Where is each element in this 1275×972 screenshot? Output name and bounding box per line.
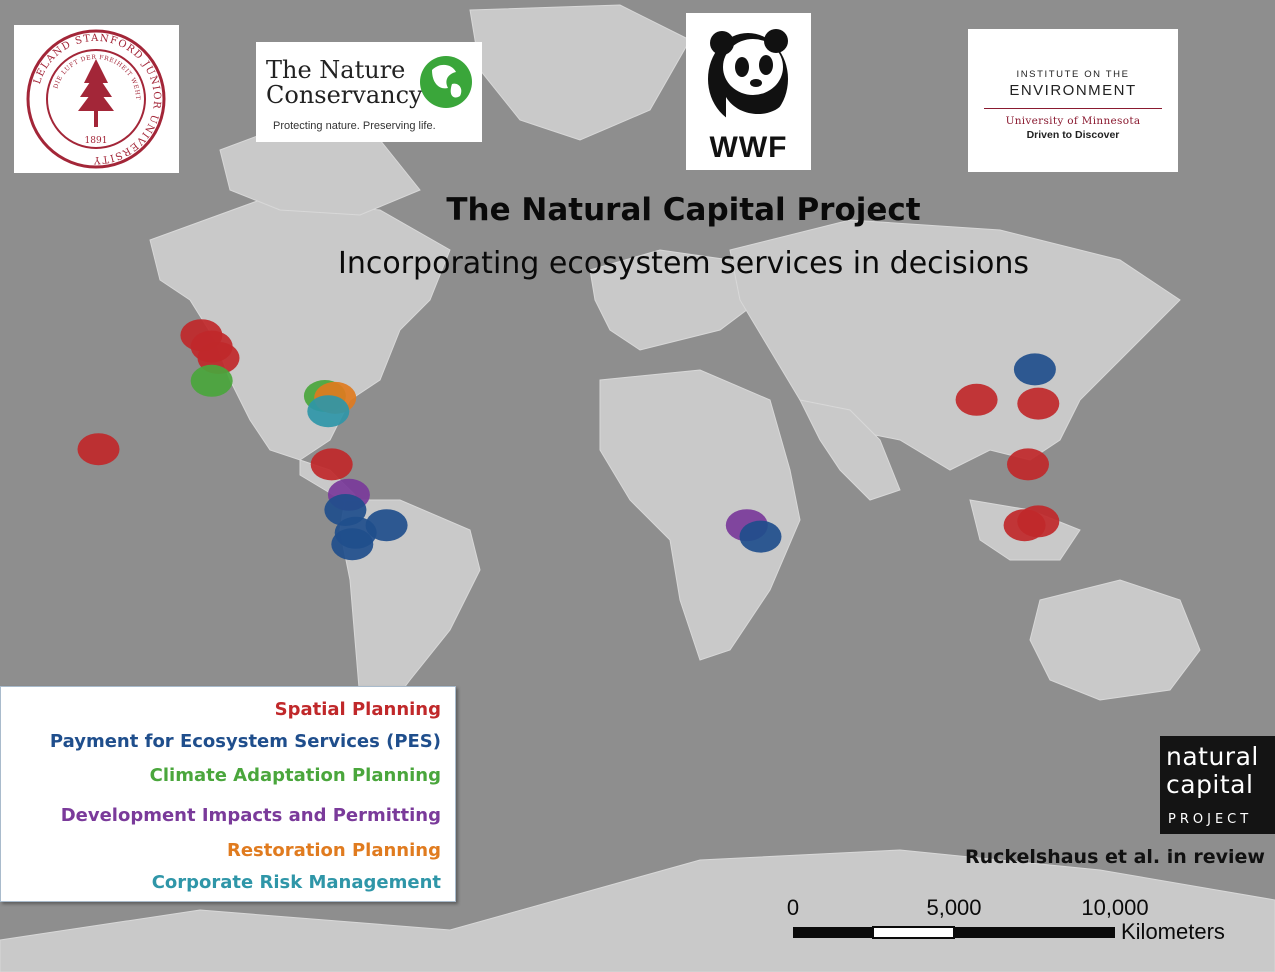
seal-outer-ring [26,29,166,169]
scale-tick-0: 0 [787,895,799,920]
ncp-logo-line3: PROJECT [1168,812,1253,827]
ioe-logo: INSTITUTE ON THE ENVIRONMENT University … [968,29,1178,172]
seal-tree-icon [78,59,114,127]
page-subtitle: Incorporating ecosystem services in deci… [0,246,1275,281]
project-site-marker [190,364,233,397]
tnc-logo: The Nature Conservancy Protecting nature… [256,42,482,142]
wwf-logo: WWF [686,13,811,170]
scale-segment-3 [954,927,1115,938]
legend-item-restoration: Restoration Planning [226,840,441,861]
legend-item-climate-adaptation: Climate Adaptation Planning [149,765,441,786]
ncp-logo-line2: capital [1166,770,1254,799]
page-subtitle-text: Incorporating ecosystem services in deci… [338,246,1029,281]
tnc-name-line2: Conservancy [266,81,423,109]
scale-unit: Kilometers [1121,919,1225,944]
project-site-marker [77,433,120,466]
scale-segment-2 [872,926,955,939]
continent-greenland [469,4,691,141]
ncp-logo-line1: natural [1166,742,1259,771]
tnc-name: The Nature Conservancy [266,58,423,108]
project-site-marker [307,395,350,428]
seal-year: 1891 [85,136,108,146]
tnc-globe-icon [420,56,472,108]
project-site-marker [365,509,408,542]
panda-icon [708,29,788,125]
citation-credit: Ruckelshaus et al. in review [964,846,1265,868]
continent-arabia-india [799,399,901,501]
ioe-line3: University of Minnesota [1005,115,1141,127]
legend-item-spatial-planning: Spatial Planning [274,699,441,720]
scale-tick-5000: 5,000 [926,895,981,920]
project-site-marker [1017,387,1060,420]
land-masses [0,4,1275,972]
continent-australia [1029,579,1201,701]
tnc-name-line1: The Nature [266,56,406,84]
stanford-seal-icon: LELAND STANFORD JUNIOR UNIVERSITY DIE LU… [26,29,166,169]
seal-inner-ring [46,49,146,149]
legend: Spatial Planning Payment for Ecosystem S… [0,686,456,902]
ioe-divider [984,108,1162,109]
ioe-line2: ENVIRONMENT [1009,82,1137,99]
continent-africa [599,369,801,661]
continent-antarctica [0,849,1275,972]
project-site-marker [310,448,353,481]
tnc-tagline: Protecting nature. Preserving life. [273,120,436,132]
project-site-marker [1007,448,1049,481]
wwf-text: WWF [709,131,788,164]
project-site-marker [739,520,782,553]
legend-item-pes: Payment for Ecosystem Services (PES) [49,731,441,752]
project-site-marker [955,383,998,416]
legend-item-development-impacts: Development Impacts and Permitting [60,805,441,826]
project-site-marker [331,528,374,561]
ioe-line4: Driven to Discover [1026,129,1120,141]
scale-segment-1 [793,927,873,938]
ncp-logo: natural capital PROJECT [1160,736,1275,834]
ioe-line1: INSTITUTE ON THE [1016,69,1130,80]
project-site-marker [1017,505,1060,538]
legend-item-corporate-risk: Corporate Risk Management [151,872,441,893]
project-site-marker [1013,353,1056,386]
page-title-text: The Natural Capital Project [446,192,921,228]
scale-tick-10000: 10,000 [1081,895,1148,920]
page-title: The Natural Capital Project [0,192,1275,228]
stanford-logo: LELAND STANFORD JUNIOR UNIVERSITY DIE LU… [14,25,179,173]
continent-europe [589,249,761,351]
